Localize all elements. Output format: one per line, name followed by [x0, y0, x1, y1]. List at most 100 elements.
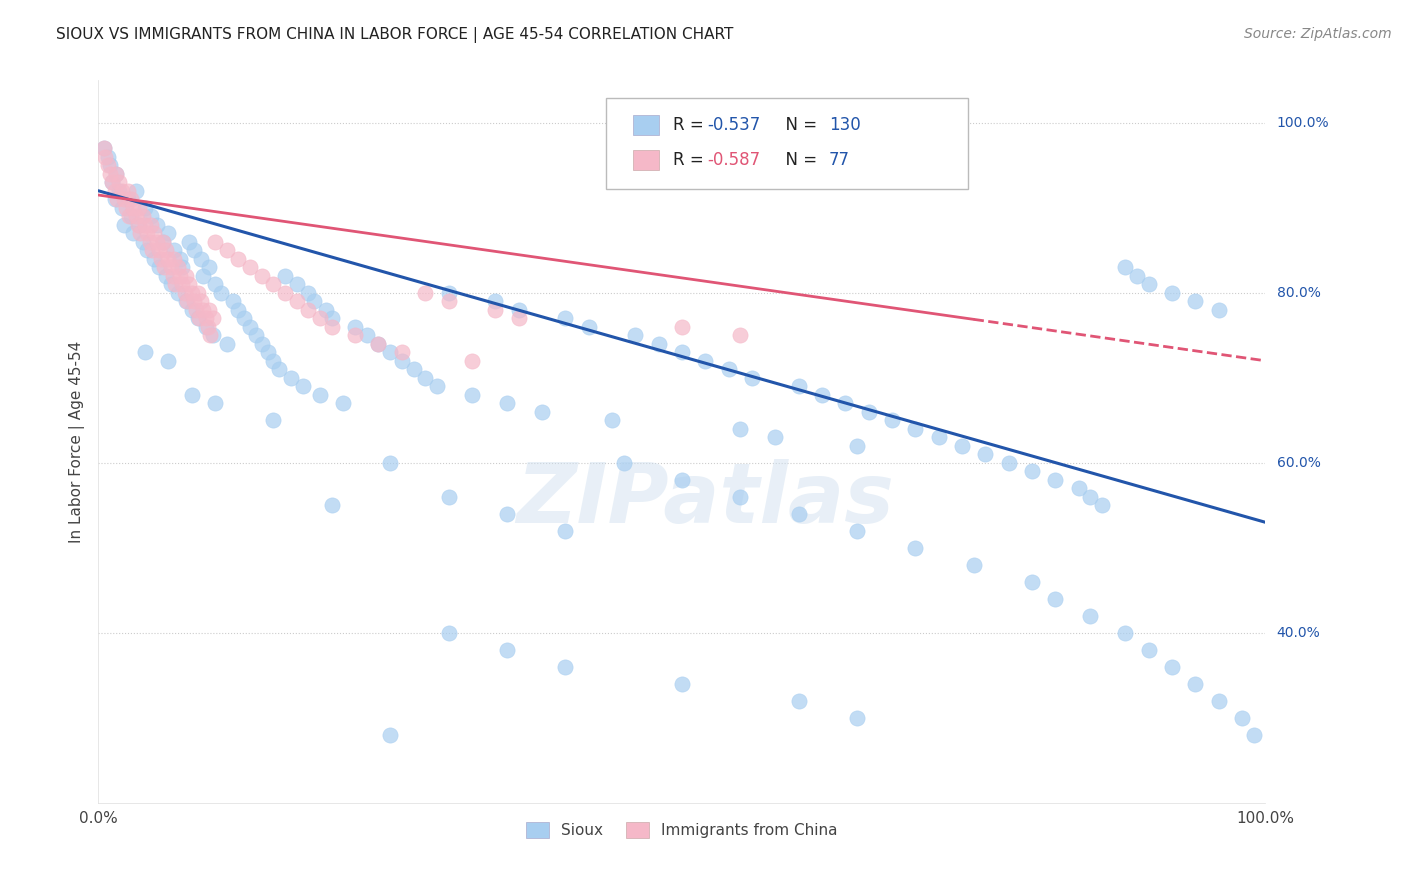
Point [198, 260, 221, 275]
Point [125, 184, 148, 198]
Point [228, 252, 250, 266]
Point [176, 294, 198, 309]
Point [97, 158, 120, 172]
Point [402, 362, 425, 376]
Text: R =: R = [672, 151, 709, 169]
Point [165, 277, 187, 292]
Point [763, 430, 786, 444]
Point [155, 244, 177, 258]
Point [104, 167, 127, 181]
Point [950, 439, 973, 453]
Point [198, 302, 221, 317]
Point [1126, 268, 1149, 283]
Point [1114, 625, 1136, 640]
Point [215, 336, 238, 351]
Point [280, 371, 302, 385]
Point [139, 218, 162, 232]
Point [846, 711, 869, 725]
Point [132, 209, 155, 223]
Point [297, 302, 319, 317]
Point [600, 413, 623, 427]
Point [111, 184, 134, 198]
Point [134, 201, 156, 215]
Point [461, 388, 484, 402]
Point [304, 294, 326, 309]
Point [880, 413, 903, 427]
Point [166, 285, 188, 300]
Point [174, 268, 197, 283]
Text: R =: R = [672, 116, 709, 134]
Point [834, 396, 856, 410]
Point [344, 319, 367, 334]
Legend: Sioux, Immigrants from China: Sioux, Immigrants from China [519, 814, 845, 846]
Point [163, 244, 186, 258]
Point [730, 328, 752, 343]
Point [928, 430, 950, 444]
Point [262, 277, 284, 292]
Point [159, 277, 181, 292]
Point [152, 260, 174, 275]
Point [1045, 591, 1067, 606]
Point [578, 319, 600, 334]
Point [180, 285, 202, 300]
Point [613, 456, 636, 470]
Point [122, 227, 145, 241]
Point [309, 311, 332, 326]
Point [256, 345, 278, 359]
Point [671, 473, 693, 487]
Point [496, 507, 519, 521]
Point [190, 252, 212, 266]
Text: SIOUX VS IMMIGRANTS FROM CHINA IN LABOR FORCE | AGE 45-54 CORRELATION CHART: SIOUX VS IMMIGRANTS FROM CHINA IN LABOR … [56, 27, 734, 43]
Point [152, 235, 174, 249]
Point [152, 235, 174, 249]
Text: 60.0%: 60.0% [1277, 456, 1320, 470]
Point [730, 422, 752, 436]
Point [380, 345, 402, 359]
Point [132, 235, 155, 249]
Point [321, 311, 343, 326]
Point [180, 302, 202, 317]
Point [120, 192, 142, 206]
Point [204, 235, 226, 249]
Point [134, 345, 156, 359]
Point [193, 302, 215, 317]
Point [187, 311, 209, 326]
Point [484, 302, 506, 317]
Point [194, 319, 217, 334]
Point [187, 285, 209, 300]
Point [274, 268, 297, 283]
Point [179, 277, 201, 292]
Point [115, 201, 138, 215]
Point [127, 218, 149, 232]
Point [201, 311, 224, 326]
Point [647, 336, 669, 351]
Point [321, 319, 343, 334]
Point [148, 260, 170, 275]
Point [811, 388, 834, 402]
Point [118, 209, 141, 223]
FancyBboxPatch shape [606, 98, 967, 189]
Point [274, 285, 297, 300]
Point [98, 158, 121, 172]
Point [172, 277, 194, 292]
Point [309, 388, 332, 402]
Point [1021, 464, 1043, 478]
Point [1208, 302, 1230, 317]
Point [1137, 277, 1160, 292]
Text: 100.0%: 100.0% [1277, 116, 1329, 129]
Point [291, 379, 314, 393]
Point [183, 244, 205, 258]
Text: N =: N = [775, 116, 823, 134]
Point [787, 694, 810, 708]
Point [787, 379, 810, 393]
Point [437, 490, 460, 504]
Point [117, 184, 139, 198]
Point [269, 362, 291, 376]
Point [250, 268, 273, 283]
Point [97, 150, 120, 164]
Point [461, 353, 484, 368]
Point [157, 252, 180, 266]
Point [496, 396, 519, 410]
Point [179, 235, 201, 249]
Text: 130: 130 [830, 116, 860, 134]
